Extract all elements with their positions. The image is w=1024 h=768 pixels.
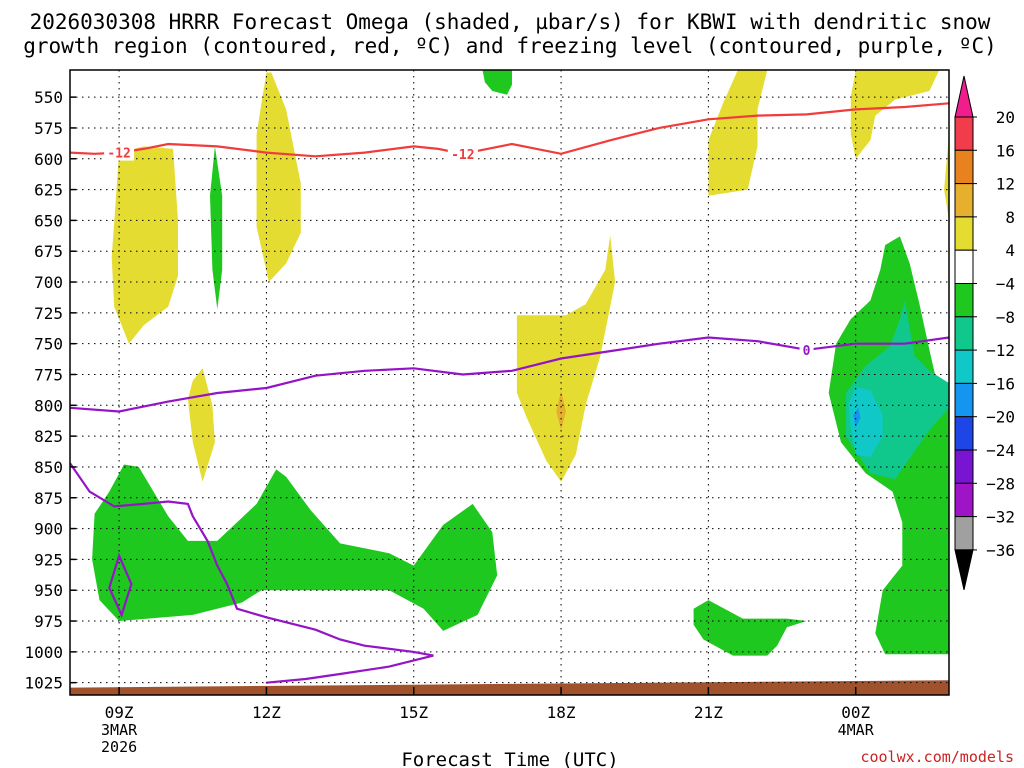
y-tick-label: 875 bbox=[34, 489, 63, 508]
x-tick-label: 09Z bbox=[105, 703, 134, 722]
terrain-surface bbox=[70, 680, 949, 695]
freezing-level-loop bbox=[70, 462, 434, 684]
colorbar-swatch bbox=[954, 516, 974, 551]
credit-text: coolwx.com/models bbox=[860, 748, 1014, 766]
colorbar-label: −36 bbox=[986, 541, 1015, 560]
omega-region-12 bbox=[693, 600, 807, 656]
x-axis-title: Forecast Time (UTC) bbox=[401, 749, 618, 768]
colorbar-label: −32 bbox=[986, 508, 1015, 527]
colorbar-label: 8 bbox=[1005, 208, 1015, 227]
x-tick-label: 15Z bbox=[399, 703, 428, 722]
y-tick-label: 775 bbox=[34, 365, 63, 384]
y-tick-label: 675 bbox=[34, 242, 63, 261]
dgz-label-bg bbox=[447, 145, 478, 162]
omega-region-10 bbox=[92, 464, 498, 631]
y-tick-label: 1000 bbox=[24, 643, 63, 662]
colorbar-swatch bbox=[954, 249, 974, 284]
dgz-label-bg bbox=[104, 144, 135, 161]
x-tick-label: 12Z bbox=[252, 703, 281, 722]
omega-region-1 bbox=[187, 368, 215, 482]
x-tick-label: 18Z bbox=[547, 703, 576, 722]
y-axis: 550 575 600 625 650 675 700 725 750 775 800 825 850 8… bbox=[24, 88, 76, 693]
colorbar-label: 20 bbox=[996, 108, 1015, 127]
colorbar-swatch bbox=[954, 316, 974, 351]
y-tick-label: 550 bbox=[34, 88, 63, 107]
colorbar-label: 12 bbox=[996, 175, 1015, 194]
colorbar-swatch bbox=[954, 349, 974, 384]
colorbar-label: −24 bbox=[986, 441, 1015, 460]
x-tick-label: 21Z bbox=[694, 703, 723, 722]
chart-title-line1: 2026030308 HRRR Forecast Omega (shaded, … bbox=[30, 10, 991, 34]
dendritic-growth-contour bbox=[70, 102, 949, 158]
omega-region-8 bbox=[482, 70, 512, 95]
freezing-contour-label: 0 bbox=[803, 344, 811, 359]
colorbar-label: −12 bbox=[986, 341, 1015, 360]
y-tick-label: 600 bbox=[34, 150, 63, 169]
x-tick-label: 00Z bbox=[841, 703, 870, 722]
freezing-level-small-loop bbox=[108, 552, 133, 618]
colorbar-swatch bbox=[954, 449, 974, 484]
omega-region-5 bbox=[708, 70, 768, 196]
omega-region-6 bbox=[850, 70, 940, 159]
chart-title-line2: growth region (contoured, red, ºC) and f… bbox=[23, 34, 997, 58]
dgz-contour-label: -12 bbox=[451, 148, 474, 163]
y-tick-label: 925 bbox=[34, 550, 63, 569]
colorbar-swatch bbox=[954, 183, 974, 218]
colorbar-label: −20 bbox=[986, 408, 1015, 427]
colorbar-swatch bbox=[954, 116, 974, 151]
colorbar-label: −28 bbox=[986, 474, 1015, 493]
omega-region-15 bbox=[853, 407, 861, 428]
omega-shaded-regions bbox=[92, 70, 949, 656]
y-tick-label: 975 bbox=[34, 612, 63, 631]
colorbar-top-arrow bbox=[954, 75, 974, 118]
dgz-contour-label: -12 bbox=[107, 147, 130, 162]
terrain-layer bbox=[70, 680, 949, 695]
y-tick-label: 900 bbox=[34, 520, 63, 539]
omega-region-0 bbox=[111, 146, 178, 344]
freezing-label-bg bbox=[799, 341, 814, 358]
omega-region-9 bbox=[210, 146, 223, 310]
y-tick-label: 650 bbox=[34, 211, 63, 230]
colorbar-label: 4 bbox=[1005, 241, 1015, 260]
y-tick-label: 625 bbox=[34, 181, 63, 200]
y-tick-label: 725 bbox=[34, 304, 63, 323]
y-tick-label: 750 bbox=[34, 335, 63, 354]
colorbar-label: −4 bbox=[996, 275, 1015, 294]
colorbar-label: 16 bbox=[996, 141, 1015, 160]
colorbar: 20 16 12 8 4 −4 −8 −12 −16 −20 −24 −28 −32 −36 bbox=[954, 75, 1015, 591]
plot-frame bbox=[69, 69, 950, 696]
omega-region-14 bbox=[848, 386, 883, 458]
colorbar-label: −16 bbox=[986, 374, 1015, 393]
y-tick-label: 825 bbox=[34, 427, 63, 446]
colorbar-swatch bbox=[954, 416, 974, 451]
colorbar-label: −8 bbox=[996, 308, 1015, 327]
y-tick-label: 850 bbox=[34, 458, 63, 477]
x-tick-date: 3MAR bbox=[101, 721, 138, 739]
y-tick-label: 575 bbox=[34, 119, 63, 138]
colorbar-swatch bbox=[954, 149, 974, 185]
colorbar-swatch bbox=[954, 216, 974, 251]
contour-labels: -12 -12 0 bbox=[104, 144, 814, 359]
colorbar-swatch bbox=[954, 382, 974, 418]
colorbar-bottom-arrow bbox=[954, 549, 974, 591]
y-tick-label: 1025 bbox=[24, 674, 63, 693]
y-tick-label: 950 bbox=[34, 581, 63, 600]
colorbar-swatch bbox=[954, 283, 974, 318]
x-tick-year: 2026 bbox=[101, 738, 137, 756]
colorbar-swatch bbox=[954, 482, 974, 518]
omega-region-7 bbox=[944, 134, 949, 221]
y-tick-label: 700 bbox=[34, 273, 63, 292]
omega-region-4 bbox=[556, 390, 566, 430]
omega-region-2 bbox=[256, 72, 301, 282]
y-tick-label: 800 bbox=[34, 396, 63, 415]
x-tick-date: 4MAR bbox=[838, 721, 875, 739]
